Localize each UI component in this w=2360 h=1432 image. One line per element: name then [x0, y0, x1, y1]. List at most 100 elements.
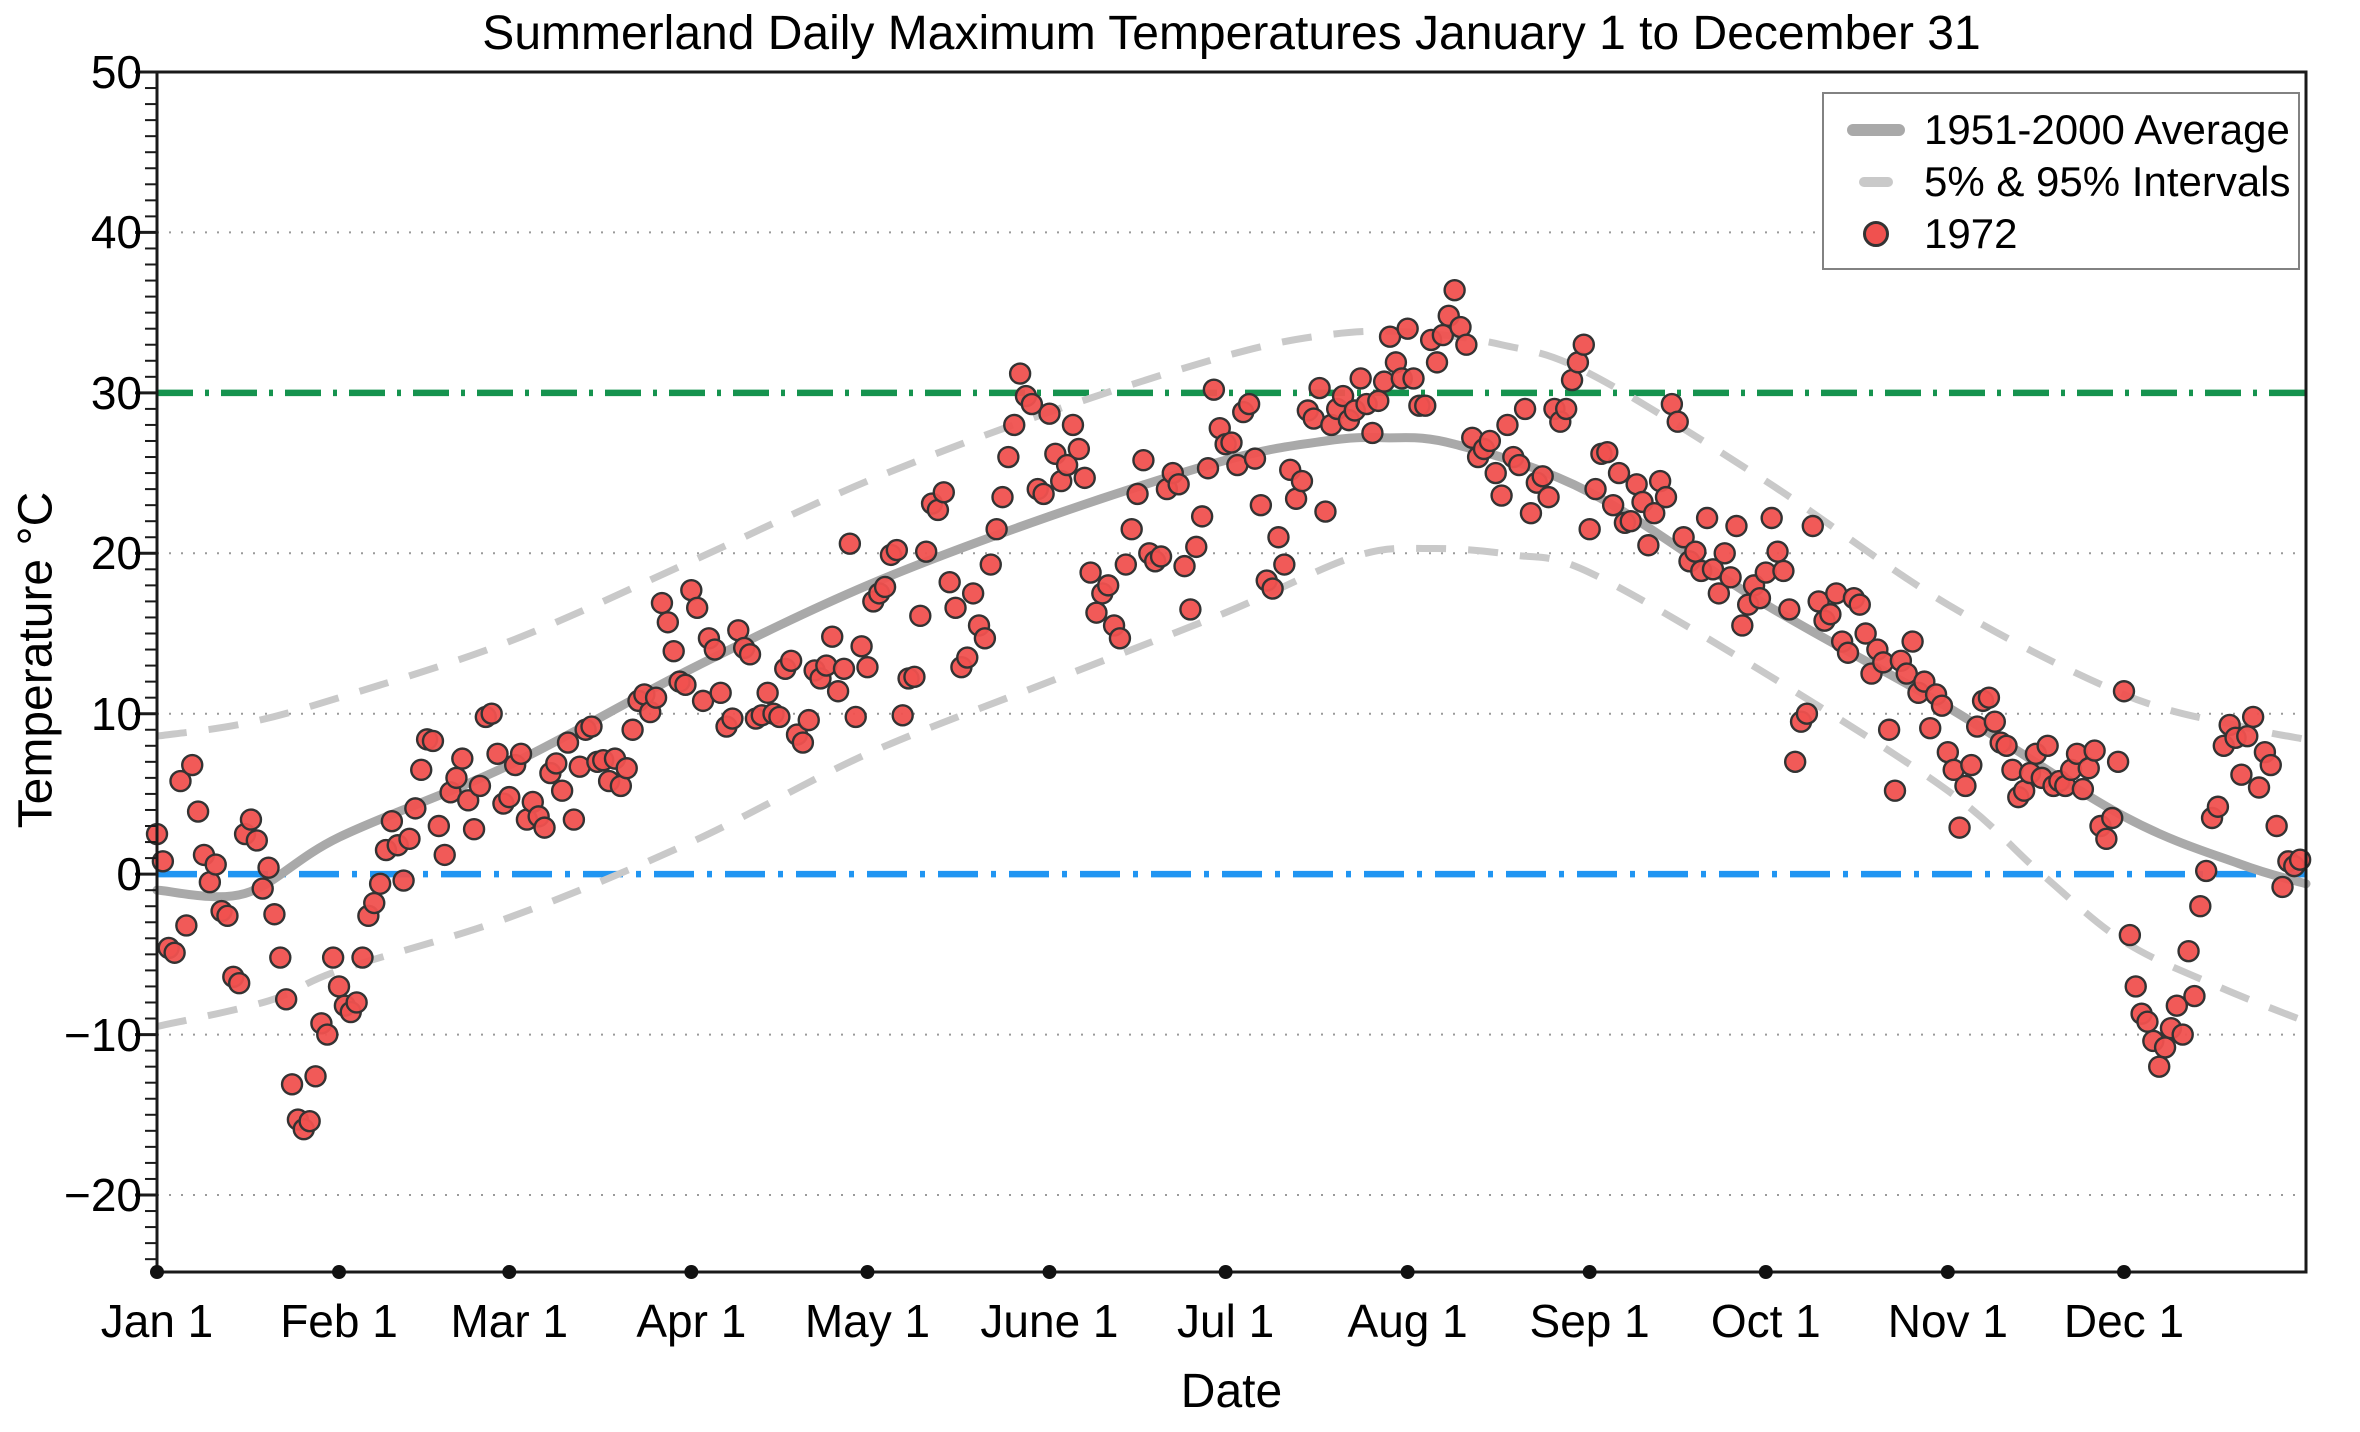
- data-point-1972: [421, 729, 445, 753]
- x-tick-label: June 1: [980, 1295, 1119, 1347]
- data-point-1972: [2153, 1036, 2177, 1059]
- data-point-1972: [709, 681, 732, 705]
- data-point-1972: [1179, 598, 1202, 621]
- data-point-1972: [956, 646, 979, 669]
- x-tick-label: Sep 1: [1529, 1295, 1650, 1347]
- average-line-swatch: [1847, 124, 1905, 136]
- data-point-1972: [1484, 461, 1507, 485]
- data-point-1972: [280, 1073, 304, 1096]
- data-point-1972: [1055, 453, 1079, 477]
- data-point-1972: [738, 643, 762, 666]
- data-point-1972: [1008, 362, 1032, 385]
- upper-interval-curve: [156, 327, 2307, 743]
- data-point-1972: [838, 532, 862, 555]
- data-point-1972: [1038, 402, 1061, 425]
- data-point-1972: [1672, 526, 1695, 549]
- data-point-1972: [1596, 441, 1619, 464]
- y-tick-label: 30: [90, 366, 142, 419]
- data-point-1972: [1801, 514, 1824, 538]
- data-point-1972: [2118, 923, 2142, 947]
- data-point-1972: [1361, 421, 1384, 445]
- y-tick-label: 40: [90, 206, 142, 259]
- data-point-1972: [662, 639, 685, 663]
- legend-label-1972: 1972: [1924, 210, 2018, 257]
- data-point-1972: [656, 611, 680, 634]
- legend-item-intervals: 5% & 95% Intervals: [1828, 158, 2291, 206]
- data-point-1972: [961, 582, 985, 605]
- data-point-1972: [873, 575, 897, 599]
- data-point-1972: [2230, 763, 2253, 786]
- data-point-1972: [914, 540, 938, 563]
- data-point-1972: [169, 769, 192, 793]
- data-point-1972: [1455, 333, 1478, 356]
- data-point-1972: [427, 814, 451, 838]
- data-point-1972: [997, 445, 1020, 469]
- data-point-1972: [909, 604, 932, 628]
- x-tick-label: May 1: [804, 1295, 931, 1347]
- data-point-1972: [2136, 1010, 2159, 1033]
- data-point-1972: [1243, 447, 1267, 470]
- data-point-1972: [2206, 795, 2230, 818]
- data-point-1972: [1173, 554, 1196, 578]
- data-point-1972: [832, 657, 856, 680]
- data-point-1972: [398, 827, 421, 851]
- data-point-1972: [2148, 1055, 2171, 1078]
- data-point-1972: [1684, 540, 1707, 563]
- x-tick-label: Oct 1: [1710, 1295, 1821, 1347]
- data-point-1972: [204, 853, 227, 876]
- data-point-1972: [1314, 500, 1337, 523]
- data-point-1972: [1261, 577, 1284, 600]
- data-point-1972: [1478, 429, 1502, 453]
- month-marker-dot: [1218, 1265, 1233, 1279]
- data-point-1972: [251, 877, 274, 900]
- data-point-1972: [1185, 535, 1208, 559]
- data-point-1972: [1490, 484, 1513, 507]
- data-point-1972: [1537, 485, 1560, 509]
- data-point-1972: [1643, 501, 1666, 525]
- data-point-1972: [545, 752, 568, 775]
- data-point-1972: [1096, 574, 1120, 597]
- data-point-1972: [2271, 875, 2294, 899]
- data-point-1972: [1654, 485, 1678, 509]
- data-point-1972: [263, 903, 286, 926]
- data-point-1972: [1848, 593, 1871, 616]
- y-tick-label: 0: [116, 848, 142, 901]
- month-marker-dot: [2116, 1265, 2131, 1279]
- data-point-1972: [556, 731, 580, 754]
- data-point-1972: [703, 638, 727, 661]
- data-point-1972: [1883, 779, 1907, 802]
- data-point-1972: [486, 742, 509, 766]
- data-point-1972: [468, 774, 492, 798]
- data-point-1972: [2106, 750, 2130, 774]
- data-point-1972: [433, 843, 456, 867]
- data-point-1972: [1513, 397, 1537, 421]
- data-point-1972: [1396, 317, 1419, 340]
- data-point-1972: [363, 891, 386, 915]
- y-tick-label: −10: [63, 1008, 142, 1061]
- data-point-1972: [1067, 437, 1091, 461]
- data-point-1972: [1443, 278, 1466, 302]
- month-marker-dot: [332, 1265, 347, 1279]
- data-point-1972: [844, 705, 867, 729]
- data-point-1972: [1877, 718, 1901, 741]
- y-tick-label: 50: [90, 46, 142, 98]
- month-marker-dot: [150, 1265, 164, 1279]
- data-point-1972: [1120, 518, 1143, 541]
- month-marker-dot: [1582, 1265, 1597, 1279]
- chart-title: Summerland Daily Maximum Temperatures Ja…: [482, 7, 1981, 60]
- y-tick-label: −20: [63, 1168, 142, 1221]
- data-point-1972: [1666, 410, 1689, 433]
- data-point-1972: [1202, 378, 1226, 401]
- data-point-1972: [550, 779, 574, 802]
- data-point-1972: [1167, 473, 1190, 496]
- data-point-1972: [245, 829, 269, 852]
- data-point-1972: [1273, 553, 1296, 576]
- data-point-1972: [392, 869, 415, 892]
- month-marker-dot: [1400, 1265, 1415, 1279]
- data-point-1972: [1731, 614, 1754, 637]
- data-point-1972: [368, 872, 392, 895]
- data-point-1972: [1584, 477, 1607, 501]
- month-marker-dot: [1940, 1265, 1955, 1279]
- data-point-1972: [2236, 724, 2259, 748]
- data-point-1972: [938, 570, 961, 594]
